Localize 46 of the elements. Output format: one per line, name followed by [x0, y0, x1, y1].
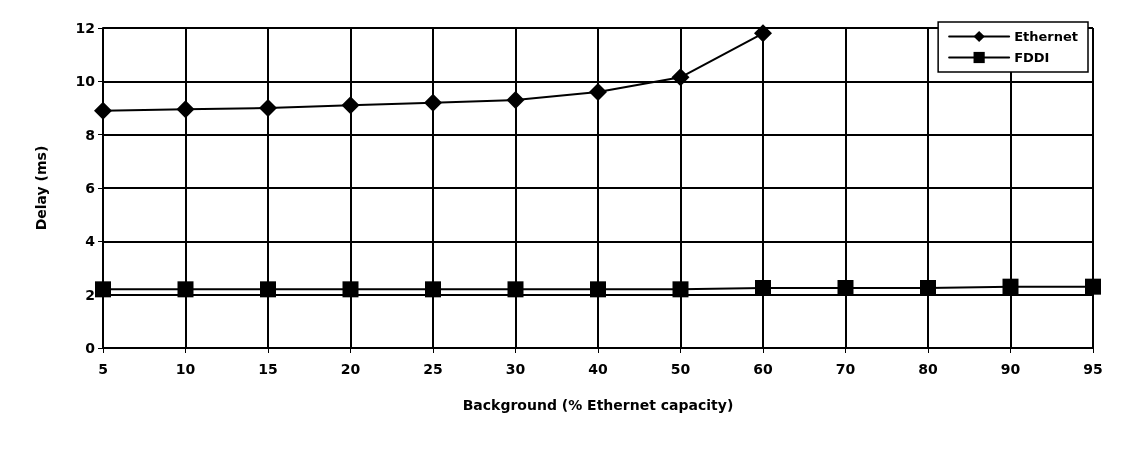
point — [424, 93, 442, 112]
x-tick-label: 15 — [258, 361, 278, 377]
point — [260, 281, 276, 298]
x-tick-label: 70 — [835, 361, 856, 377]
x-tick-label: 95 — [1083, 361, 1103, 377]
point — [425, 281, 441, 298]
point — [589, 83, 607, 101]
y-tick-label: 0 — [85, 340, 96, 356]
point — [341, 96, 360, 115]
point — [259, 99, 277, 117]
point — [1085, 278, 1101, 295]
point — [342, 281, 359, 298]
y-tick-label: 10 — [75, 73, 96, 90]
x-tick-label: 25 — [423, 361, 443, 377]
x-tick-label: 80 — [918, 361, 938, 377]
point — [506, 91, 525, 109]
point — [95, 281, 111, 298]
point — [94, 101, 112, 120]
point — [176, 100, 195, 119]
y-tick-label: 2 — [85, 286, 95, 303]
point — [671, 68, 690, 87]
point — [177, 281, 194, 298]
x-tick-label: 60 — [753, 361, 773, 377]
point — [507, 281, 524, 298]
point — [590, 281, 606, 298]
point — [672, 281, 689, 298]
y-tick-label: 4 — [85, 233, 96, 250]
y-tick-label: 8 — [85, 126, 95, 143]
y-tick-label: 12 — [75, 20, 95, 36]
y-axis-title: Delay (ms) — [33, 145, 49, 231]
x-tick-label: 90 — [1000, 361, 1021, 377]
point — [754, 24, 772, 43]
legend-label: FDDI — [1014, 50, 1050, 65]
x-tick-label: 5 — [98, 361, 108, 377]
y-tick-label: 6 — [85, 180, 95, 196]
x-tick-label: 10 — [175, 361, 196, 377]
x-tick-label: 30 — [505, 361, 526, 377]
point — [1002, 278, 1019, 295]
legend-label: Ethernet — [1014, 29, 1079, 44]
x-tick-label: 50 — [670, 361, 691, 377]
point — [920, 280, 936, 296]
x-tick-label: 40 — [588, 361, 608, 377]
point — [837, 280, 854, 296]
x-tick-label: 20 — [340, 361, 361, 377]
x-axis-title: Background (% Ethernet capacity) — [462, 397, 734, 413]
point — [755, 280, 771, 296]
